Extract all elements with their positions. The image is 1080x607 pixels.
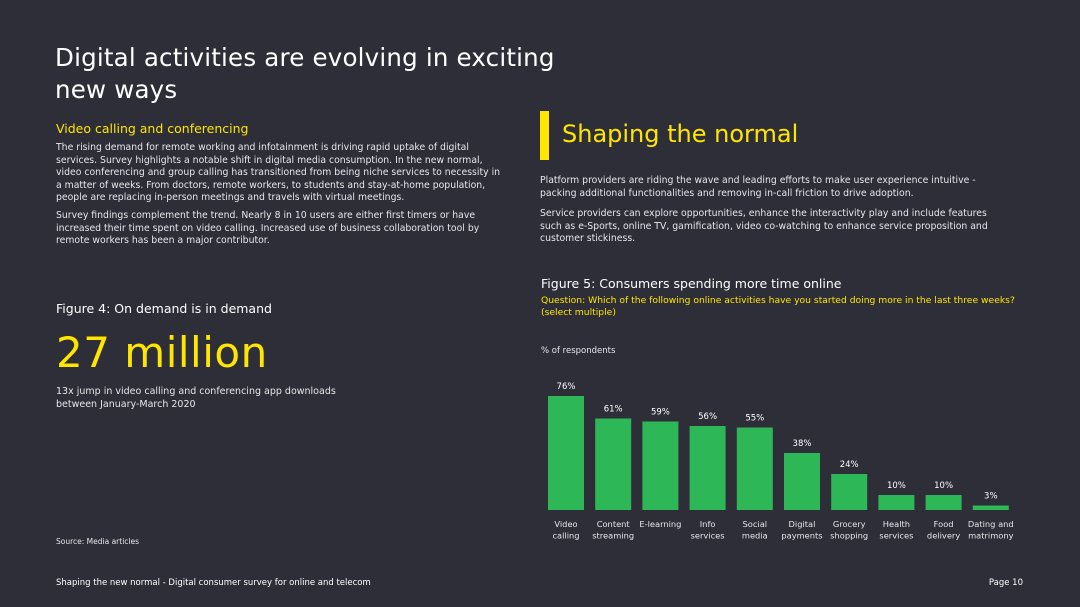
bar-5 [784,453,820,510]
footer-text: Shaping the new normal - Digital consume… [56,578,371,588]
category-label-8-0: Food [934,519,954,529]
intro-paragraph: The rising demand for remote working and… [56,142,501,203]
chart-y-label: % of respondents [541,346,616,356]
accent-bar [540,111,549,160]
data-label-4: 55% [745,414,764,424]
category-label-5-0: Digital [789,519,816,529]
bar-6 [831,474,868,510]
bar-2 [642,421,679,510]
bar-7 [878,495,915,510]
data-label-1: 61% [604,405,623,415]
category-label-1-0: Content [597,519,631,529]
bar-0 [548,396,584,510]
category-label-7-1: services [879,531,913,541]
category-label-0-0: Video [554,519,577,529]
big-stat: 27 million [56,328,268,377]
bar-8 [925,495,962,510]
bar-4 [736,427,773,510]
bar-9 [972,505,1009,510]
category-label-6-1: shopping [830,531,868,541]
survey-question: Question: Which of the following online … [541,295,1015,318]
category-label-9-1: matrimony [968,531,1014,541]
data-label-8: 10% [934,481,953,491]
stat-description: 13x jump in video calling and conferenci… [56,386,336,410]
data-label-3: 56% [698,412,717,422]
data-label-5: 38% [793,439,812,449]
category-label-4-1: media [742,531,768,541]
shaping-heading: Shaping the normal [562,120,799,148]
figure-5-title: Figure 5: Consumers spending more time o… [541,276,842,291]
data-label-7: 10% [887,481,906,491]
platform-paragraph: Platform providers are riding the wave a… [540,175,976,199]
category-label-2-0: E-learning [639,519,681,529]
service-paragraph: Service providers can explore opportunit… [540,208,988,244]
category-label-9-0: Dating and [968,519,1014,529]
category-label-7-0: Health [883,519,910,529]
category-label-4-0: Social [742,519,767,529]
bar-1 [595,418,632,510]
bar-3 [689,426,726,510]
category-label-1-1: streaming [592,531,634,541]
survey-paragraph: Survey findings complement the trend. Ne… [56,210,480,246]
data-label-6: 24% [840,460,859,470]
category-label-3-1: services [691,531,725,541]
source-note: Source: Media articles [56,537,140,546]
data-label-2: 59% [651,408,670,418]
figure-4-title: Figure 4: On demand is in demand [56,301,272,316]
category-label-3-0: Info [700,519,716,529]
category-label-0-1: calling [552,531,579,541]
data-label-9: 3% [984,492,998,502]
category-label-8-1: delivery [927,531,960,541]
data-label-0: 76% [557,382,576,392]
video-calling-subheading: Video calling and conferencing [56,121,249,136]
page-title: Digital activities are evolving in excit… [55,43,555,104]
category-label-6-0: Grocery [833,519,866,529]
category-label-5-1: payments [781,531,822,541]
page-number: Page 10 [988,578,1023,588]
bar-chart: 76% Video calling 61% Content streaming 59% E-l… [548,382,1014,541]
